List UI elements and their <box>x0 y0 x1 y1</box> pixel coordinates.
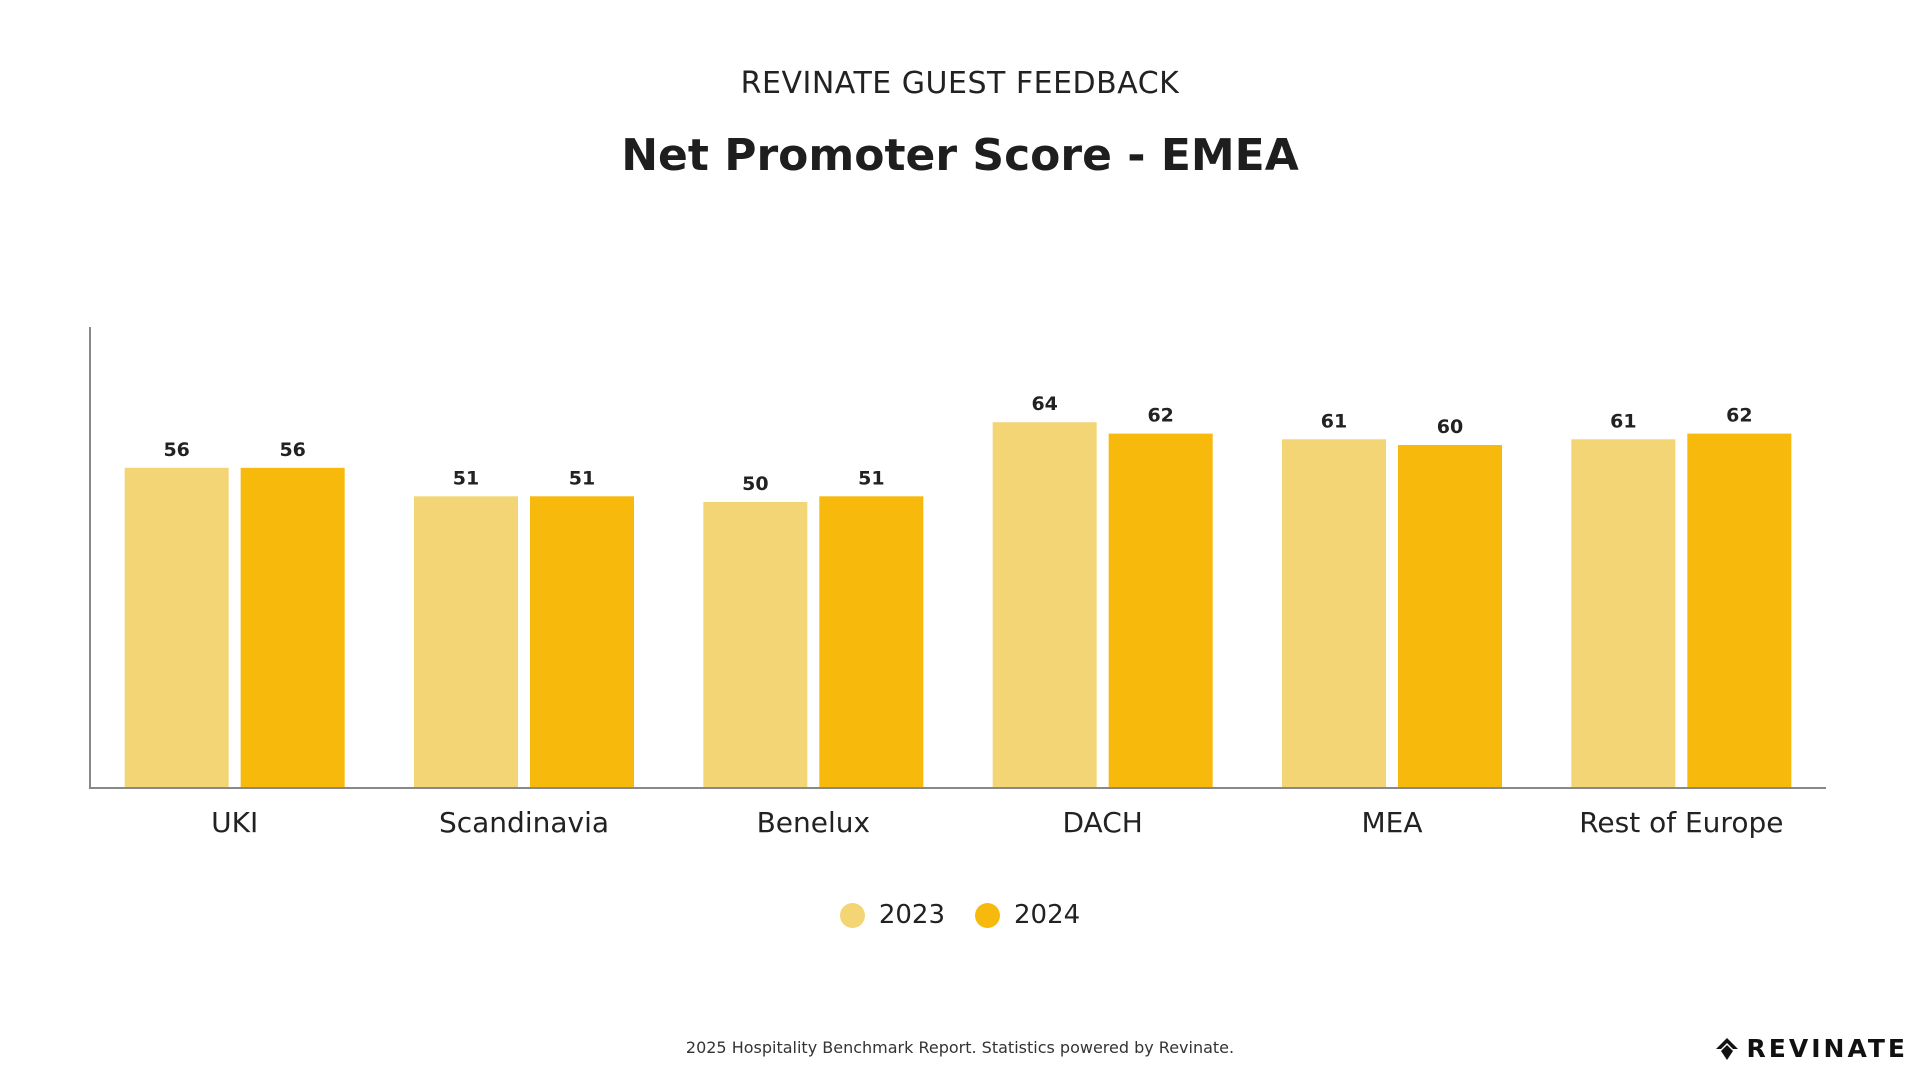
bar-dach-2023 <box>992 422 1097 787</box>
category-labels-group: UKI Scandinavia Benelux DACH MEA Rest of Euro… <box>211 806 1783 839</box>
value-label-uki-2023: 56 <box>163 439 189 461</box>
bar-chart: 56 56 51 51 50 51 64 62 61 60 61 62 UKI Scandinavia B… <box>89 327 1826 839</box>
value-label-benelux-2024: 51 <box>858 467 884 489</box>
legend-swatch-2024 <box>975 902 1000 928</box>
chart-supertitle: REVINATE GUEST FEEDBACK <box>740 66 1180 101</box>
bar-uki-2023 <box>124 467 229 787</box>
value-label-uki-2024: 56 <box>279 439 305 461</box>
bar-scandinavia-2024 <box>530 496 634 787</box>
brand-logo: REVINATE <box>1715 1034 1908 1063</box>
legend-swatch-2023 <box>839 902 865 928</box>
value-label-dach-2024: 62 <box>1147 405 1173 427</box>
legend-item-2024: 2024 <box>975 900 1080 930</box>
bar-rest-of-europe-2023 <box>1571 439 1676 787</box>
bar-benelux-2024 <box>819 496 924 787</box>
value-label-dach-2023: 64 <box>1031 393 1057 415</box>
chart-title: Net Promoter Score - EMEA <box>621 130 1299 181</box>
category-label-rest-of-europe: Rest of Europe <box>1579 806 1783 839</box>
value-label-rest-of-europe-2023: 61 <box>1610 410 1636 432</box>
category-label-dach: DACH <box>1062 806 1142 839</box>
value-label-mea-2023: 61 <box>1321 410 1347 432</box>
category-label-scandinavia: Scandinavia <box>439 806 609 839</box>
value-labels-group: 56 56 51 51 50 51 64 62 61 60 61 62 <box>163 393 1752 495</box>
bar-scandinavia-2023 <box>414 496 518 787</box>
brand-wordmark: REVINATE <box>1746 1034 1908 1063</box>
bar-benelux-2023 <box>703 502 808 787</box>
category-label-uki: UKI <box>211 806 258 839</box>
legend-label-2024: 2024 <box>1014 900 1081 930</box>
category-label-benelux: Benelux <box>757 806 871 839</box>
footer-credit: 2025 Hospitality Benchmark Report. Stati… <box>685 1038 1235 1057</box>
value-label-scandinavia-2023: 51 <box>453 467 479 489</box>
category-label-mea: MEA <box>1361 806 1422 839</box>
legend: 2023 2024 <box>0 900 1920 930</box>
bar-dach-2024 <box>1108 433 1213 787</box>
bar-rest-of-europe-2024 <box>1687 433 1792 787</box>
value-label-scandinavia-2024: 51 <box>569 467 595 489</box>
bar-mea-2023 <box>1282 439 1386 787</box>
value-label-rest-of-europe-2024: 62 <box>1726 405 1752 427</box>
revinate-logo-icon <box>1715 1037 1738 1060</box>
legend-item-2023: 2023 <box>839 900 945 930</box>
value-label-benelux-2023: 50 <box>742 473 768 495</box>
bar-uki-2024 <box>240 467 345 787</box>
bar-mea-2024 <box>1398 445 1502 787</box>
value-label-mea-2024: 60 <box>1437 416 1463 438</box>
legend-label-2023: 2023 <box>878 900 945 930</box>
bars-group <box>124 422 1792 787</box>
